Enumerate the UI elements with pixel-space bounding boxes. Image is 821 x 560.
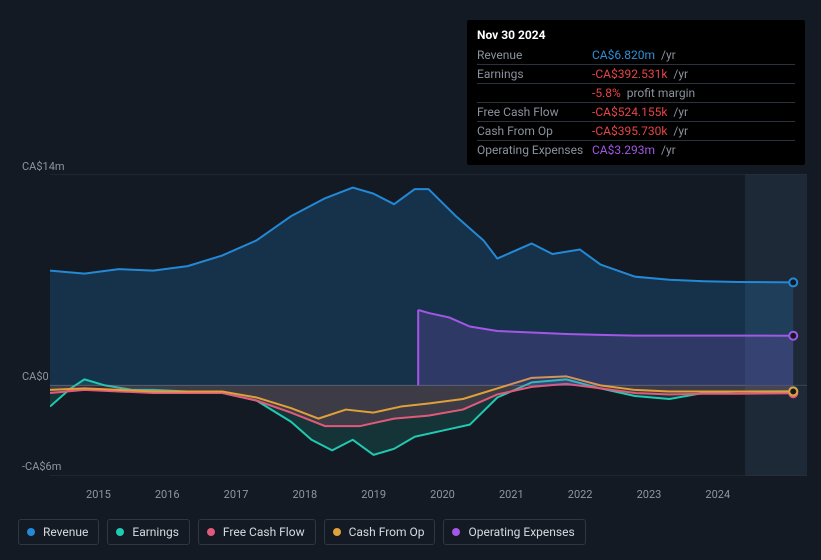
- x-axis: 2015201620172018201920202021202220232024: [64, 476, 821, 477]
- tooltip-suffix: /yr: [658, 143, 676, 157]
- tooltip-value: -CA$392.531k: [592, 67, 667, 81]
- legend-label: Cash From Op: [349, 525, 425, 539]
- x-axis-label: 2017: [224, 488, 249, 501]
- tooltip-row: Operating ExpensesCA$3.293m /yr: [477, 140, 795, 159]
- tooltip-label: [477, 86, 592, 100]
- tooltip-suffix: /yr: [670, 105, 688, 119]
- tooltip-row: -5.8% profit margin: [477, 83, 795, 102]
- tooltip-label: Revenue: [477, 48, 592, 62]
- x-axis-label: 2022: [568, 488, 593, 501]
- tooltip-label: Free Cash Flow: [477, 105, 592, 119]
- chart-tooltip: Nov 30 2024 RevenueCA$6.820m /yrEarnings…: [467, 20, 805, 165]
- legend-item[interactable]: Free Cash Flow: [198, 519, 316, 545]
- tooltip-suffix: /yr: [670, 67, 688, 81]
- financials-chart[interactable]: CA$14m CA$0 -CA$6m 201520162017201820192…: [18, 160, 805, 480]
- legend-item[interactable]: Operating Expenses: [443, 519, 585, 545]
- x-axis-label: 2018: [292, 488, 317, 501]
- tooltip-value: -5.8%: [592, 86, 621, 100]
- legend-item[interactable]: Cash From Op: [324, 519, 436, 545]
- legend-swatch: [452, 528, 460, 536]
- chart-legend: Revenue Earnings Free Cash Flow Cash From O…: [18, 519, 586, 545]
- tooltip-suffix: /yr: [658, 48, 676, 62]
- y-axis-label: CA$0: [22, 370, 49, 383]
- legend-swatch: [116, 528, 124, 536]
- tooltip-row: Earnings-CA$392.531k /yr: [477, 64, 795, 83]
- legend-swatch: [27, 528, 35, 536]
- tooltip-value: CA$6.820m: [592, 48, 655, 62]
- legend-label: Operating Expenses: [468, 525, 574, 539]
- chart-plot-area: [50, 174, 807, 476]
- tooltip-row: Free Cash Flow-CA$524.155k /yr: [477, 102, 795, 121]
- tooltip-label: Cash From Op: [477, 124, 592, 138]
- legend-label: Free Cash Flow: [223, 525, 305, 539]
- tooltip-row: RevenueCA$6.820m /yr: [477, 46, 795, 64]
- x-axis-label: 2023: [637, 488, 662, 501]
- tooltip-date: Nov 30 2024: [477, 28, 795, 42]
- tooltip-suffix: /yr: [670, 124, 688, 138]
- y-axis-label: CA$14m: [22, 160, 65, 173]
- legend-item[interactable]: Earnings: [107, 519, 190, 545]
- tooltip-value: -CA$524.155k: [592, 105, 667, 119]
- x-axis-label: 2020: [430, 488, 455, 501]
- x-axis-label: 2019: [361, 488, 386, 501]
- legend-label: Revenue: [43, 525, 88, 539]
- x-axis-label: 2016: [155, 488, 180, 501]
- tooltip-value: CA$3.293m: [592, 143, 655, 157]
- x-axis-label: 2021: [499, 488, 524, 501]
- x-axis-label: 2024: [705, 488, 730, 501]
- legend-swatch: [333, 528, 341, 536]
- legend-item[interactable]: Revenue: [18, 519, 99, 545]
- tooltip-label: Earnings: [477, 67, 592, 81]
- x-axis-label: 2015: [86, 488, 111, 501]
- legend-swatch: [207, 528, 215, 536]
- tooltip-row: Cash From Op-CA$395.730k /yr: [477, 121, 795, 140]
- tooltip-label: Operating Expenses: [477, 143, 592, 157]
- legend-label: Earnings: [132, 525, 179, 539]
- tooltip-suffix: profit margin: [624, 86, 695, 100]
- tooltip-value: -CA$395.730k: [592, 124, 667, 138]
